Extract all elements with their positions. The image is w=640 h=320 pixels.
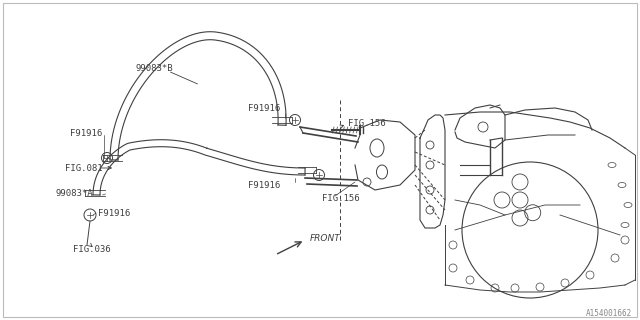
- Text: FIG.156: FIG.156: [322, 194, 360, 203]
- Text: FRONT: FRONT: [310, 234, 340, 243]
- Text: F91916: F91916: [248, 180, 280, 189]
- Text: 99083*B: 99083*B: [135, 63, 173, 73]
- Text: 99083*A: 99083*A: [55, 188, 93, 197]
- Text: FIG.081: FIG.081: [65, 164, 102, 172]
- Text: F91916: F91916: [98, 209, 131, 218]
- Text: FIG.036: FIG.036: [73, 244, 111, 253]
- Text: A154001662: A154001662: [586, 308, 632, 317]
- Text: F91916: F91916: [248, 103, 280, 113]
- Text: F91916: F91916: [70, 129, 102, 138]
- Text: FIG.156: FIG.156: [348, 118, 386, 127]
